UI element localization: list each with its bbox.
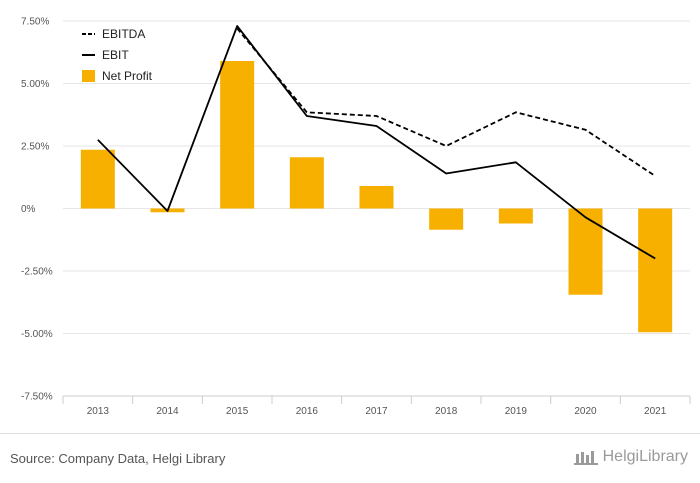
legend-label: EBIT [102, 48, 129, 62]
x-tick-label: 2013 [87, 406, 110, 417]
bar [568, 208, 603, 295]
x-tick-label: 2020 [574, 406, 597, 417]
x-tick-label: 2014 [156, 406, 179, 417]
series-line-ebitda [236, 27, 656, 177]
y-tick-label: 7.50% [21, 17, 49, 28]
legend-label: EBITDA [102, 27, 145, 41]
y-tick-label: -7.50% [21, 392, 53, 403]
legend-label: Net Profit [102, 69, 153, 83]
bar [220, 61, 255, 209]
brand-text: HelgiLibrary [602, 448, 688, 465]
x-tick-label: 2018 [435, 406, 458, 417]
x-tick-label: 2021 [644, 406, 667, 417]
bars [80, 61, 673, 333]
x-axis: 2013 2014 2015 2016 2017 2018 2019 2020 2021 [62, 395, 691, 417]
y-tick-label: -2.50% [21, 267, 53, 278]
brand-logo[interactable]: HelgiLibrary [573, 448, 688, 466]
x-tick-label: 2015 [226, 406, 249, 417]
y-axis-ticks: 7.50% 5.00% 2.50% 0% -2.50% -5.00% -7.50% [21, 17, 53, 403]
bar [80, 149, 115, 209]
library-icon [573, 451, 598, 465]
x-tick-label: 2017 [365, 406, 388, 417]
y-tick-label: 0% [21, 204, 36, 215]
legend: EBITDA EBIT Net Profit [82, 27, 153, 83]
x-tick-label: 2016 [296, 406, 319, 417]
source-note: Source: Company Data, Helgi Library [10, 451, 226, 466]
bar [359, 186, 394, 209]
y-tick-label: 2.50% [21, 142, 49, 153]
series-line-ebit [97, 25, 656, 260]
footer-divider [0, 433, 700, 434]
bar [498, 208, 533, 224]
bar [429, 208, 464, 230]
y-tick-label: 5.00% [21, 79, 49, 90]
x-tick-label: 2019 [505, 406, 528, 417]
bar [289, 157, 324, 209]
chart: 7.50% 5.00% 2.50% 0% -2.50% -5.00% -7.50% 2013… [21, 17, 691, 417]
series-lines [97, 25, 656, 260]
y-tick-label: -5.00% [21, 329, 53, 340]
legend-swatch [82, 70, 95, 82]
bar [638, 208, 673, 333]
